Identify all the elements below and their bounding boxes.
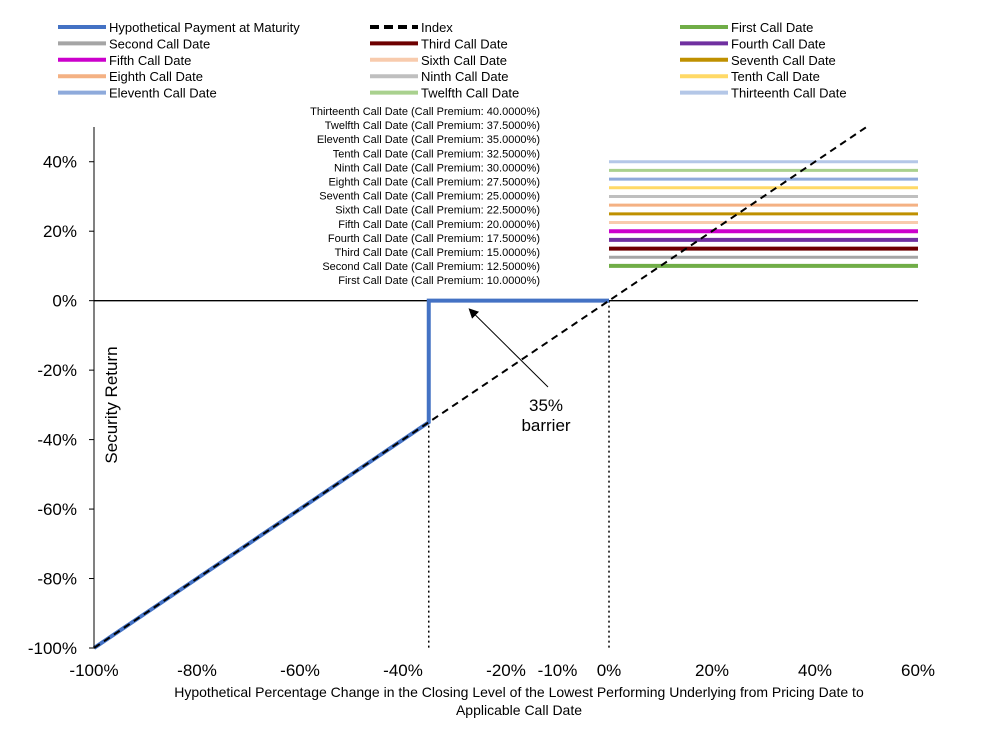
premium-label: Seventh Call Date (Call Premium: 25.0000… [319, 191, 540, 203]
x-tick-label: 20% [695, 661, 729, 680]
axes: 40% 20% 0% -20% -40% -60% -80% -100% -100% -80% -6… [28, 127, 935, 680]
legend-label-eleventh-call-date: Eleventh Call Date [109, 86, 217, 101]
barrier-label-text: barrier [521, 416, 570, 435]
barrier-arrow [468, 308, 549, 388]
legend-label-thirteenth-call-date: Thirteenth Call Date [731, 86, 847, 101]
premium-label: Thirteenth Call Date (Call Premium: 40.0… [310, 106, 540, 118]
y-tick-label: 0% [52, 292, 77, 311]
premium-label: Second Call Date (Call Premium: 12.5000%… [322, 261, 540, 273]
x-tick-label: -10% [538, 661, 578, 680]
x-axis-label-line-1: Hypothetical Percentage Change in the Cl… [174, 684, 864, 700]
y-tick-label: -60% [37, 500, 77, 519]
x-tick-label: -60% [280, 661, 320, 680]
series-hypothetical-payment-at-maturity [92, 298, 609, 650]
barrier-annotation: 35% barrier [468, 308, 571, 435]
premium-label: Fourth Call Date (Call Premium: 17.5000%… [328, 233, 540, 245]
x-axis-label-line-2: Applicable Call Date [456, 702, 582, 718]
y-tick-label: -40% [37, 431, 77, 450]
x-tick-label: -40% [383, 661, 423, 680]
x-tick-label: 0% [597, 661, 622, 680]
x-tick-label: -100% [69, 661, 118, 680]
legend-label-sixth-call-date: Sixth Call Date [421, 53, 507, 68]
premium-label: First Call Date (Call Premium: 10.0000%) [338, 275, 540, 287]
y-tick-label: -100% [28, 639, 77, 658]
x-tick-label: 60% [901, 661, 935, 680]
x-tick-label: -80% [177, 661, 217, 680]
premium-label: Eleventh Call Date (Call Premium: 35.000… [317, 134, 540, 146]
x-tick-label: -20% [486, 661, 526, 680]
y-tick-label: 20% [43, 222, 77, 241]
premium-label: Eighth Call Date (Call Premium: 27.5000%… [328, 177, 540, 189]
barrier-label-value: 35% [529, 396, 563, 415]
x-tick-label: 40% [798, 661, 832, 680]
premium-label: Sixth Call Date (Call Premium: 22.5000%) [335, 205, 540, 217]
legend: Hypothetical Payment at Maturity Index Fir… [58, 20, 847, 101]
y-tick-label: 40% [43, 153, 77, 172]
premium-label: Ninth Call Date (Call Premium: 30.0000%) [334, 162, 540, 174]
premium-label: Twelfth Call Date (Call Premium: 37.5000… [325, 120, 540, 132]
legend-label-first-call-date: First Call Date [731, 20, 813, 35]
legend-label-fifth-call-date: Fifth Call Date [109, 53, 191, 68]
legend-label-second-call-date: Second Call Date [109, 36, 210, 51]
legend-label-ninth-call-date: Ninth Call Date [421, 69, 508, 84]
legend-label-eighth-call-date: Eighth Call Date [109, 69, 203, 84]
call-premium-labels: Thirteenth Call Date (Call Premium: 40.0… [310, 106, 540, 287]
plot-area [92, 126, 918, 650]
legend-label-third-call-date: Third Call Date [421, 36, 508, 51]
legend-label-index: Index [421, 20, 453, 35]
legend-label-hypothetical-payment-at-maturity: Hypothetical Payment at Maturity [109, 20, 300, 35]
y-tick-label: -80% [37, 570, 77, 589]
legend-label-fourth-call-date: Fourth Call Date [731, 36, 826, 51]
y-tick-label: -20% [37, 361, 77, 380]
premium-label: Third Call Date (Call Premium: 15.0000%) [335, 247, 540, 259]
y-axis-label: Security Return [102, 346, 121, 463]
legend-label-twelfth-call-date: Twelfth Call Date [421, 86, 519, 101]
premium-label: Tenth Call Date (Call Premium: 32.5000%) [333, 148, 540, 160]
premium-label: Fifth Call Date (Call Premium: 20.0000%) [338, 219, 540, 231]
legend-label-tenth-call-date: Tenth Call Date [731, 69, 820, 84]
legend-label-seventh-call-date: Seventh Call Date [731, 53, 836, 68]
